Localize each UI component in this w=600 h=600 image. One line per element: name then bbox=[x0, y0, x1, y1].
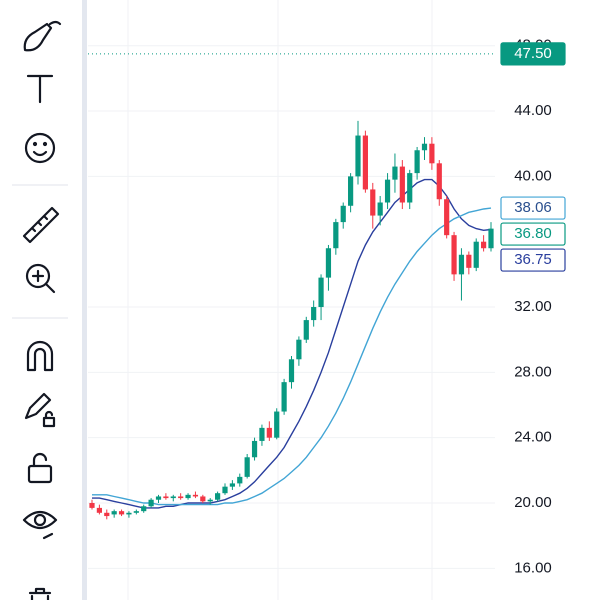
candle-body bbox=[178, 496, 184, 499]
y-tick-label: 24.00 bbox=[514, 429, 552, 446]
price-label: 36.75 bbox=[514, 251, 552, 268]
candle-body bbox=[384, 179, 391, 203]
candle-body bbox=[296, 339, 302, 360]
moving-average-line bbox=[92, 207, 492, 506]
candle-body bbox=[274, 411, 280, 438]
candle-body bbox=[318, 277, 324, 308]
toolbar-edge bbox=[82, 0, 87, 600]
candle-body bbox=[281, 382, 287, 412]
candle-body bbox=[488, 228, 494, 249]
emoji-tool[interactable] bbox=[24, 132, 56, 164]
candle-body bbox=[170, 496, 176, 499]
zoom-tool[interactable] bbox=[25, 263, 56, 294]
candle-body bbox=[222, 486, 228, 494]
y-tick-label: 16.00 bbox=[514, 559, 552, 576]
candle-body bbox=[370, 189, 376, 216]
candle-body bbox=[473, 241, 479, 268]
candle-body bbox=[414, 150, 420, 174]
candle-body bbox=[429, 143, 435, 164]
brush-tool[interactable] bbox=[23, 20, 62, 52]
candle-body bbox=[237, 476, 243, 484]
candle-body bbox=[185, 494, 191, 499]
candle-body bbox=[215, 493, 221, 500]
price-label-box bbox=[500, 196, 566, 220]
candle-body bbox=[111, 511, 117, 515]
candle-body bbox=[355, 135, 361, 177]
candle-body bbox=[458, 254, 465, 275]
candle-body bbox=[421, 143, 428, 151]
text-tool[interactable] bbox=[26, 74, 54, 104]
toolbar bbox=[0, 0, 87, 600]
price-label-box bbox=[500, 42, 566, 66]
candle-body bbox=[104, 512, 110, 517]
candle-body bbox=[118, 511, 125, 515]
candle-body bbox=[311, 307, 317, 321]
candle-body bbox=[266, 427, 272, 438]
y-tick-label: 32.00 bbox=[514, 298, 552, 315]
y-tick-label: 20.00 bbox=[514, 494, 552, 511]
candle-body bbox=[229, 483, 235, 487]
candle-body bbox=[141, 506, 147, 512]
candle-body bbox=[133, 511, 139, 513]
price-label-box bbox=[500, 248, 566, 272]
lock-drawing-tool[interactable] bbox=[24, 392, 56, 428]
candle-body bbox=[192, 494, 199, 497]
candle-body bbox=[207, 499, 213, 502]
candle-body bbox=[96, 507, 102, 513]
candle-body bbox=[333, 222, 339, 249]
candle-body bbox=[251, 440, 258, 458]
candle-body bbox=[244, 457, 250, 477]
candle-body bbox=[377, 202, 383, 216]
unlock-tool[interactable] bbox=[27, 452, 53, 484]
candle-body bbox=[340, 205, 346, 223]
magnet-tool[interactable] bbox=[26, 340, 54, 372]
price-label: 38.06 bbox=[514, 199, 552, 216]
candle-body bbox=[303, 320, 309, 340]
candle-body bbox=[148, 499, 154, 507]
candle-body bbox=[348, 176, 354, 206]
candle-body bbox=[392, 166, 398, 180]
candle-body bbox=[444, 199, 450, 236]
candle-body bbox=[126, 512, 132, 515]
price-label-box bbox=[500, 222, 566, 246]
candle-body bbox=[200, 496, 206, 502]
candle-body bbox=[481, 241, 487, 249]
y-tick-label: 44.00 bbox=[514, 102, 552, 119]
candle-body bbox=[451, 235, 457, 275]
toolbar-bg bbox=[0, 0, 84, 600]
candle-body bbox=[288, 359, 295, 383]
visibility-tool[interactable] bbox=[22, 510, 58, 540]
candle-body bbox=[155, 496, 162, 500]
y-tick-label: 40.00 bbox=[514, 167, 552, 184]
candle-body bbox=[89, 502, 95, 508]
candle-body bbox=[407, 173, 413, 203]
moving-average-line bbox=[92, 178, 492, 509]
candle-body bbox=[399, 166, 405, 203]
y-tick-label: 28.00 bbox=[514, 363, 552, 380]
ruler-tool[interactable] bbox=[22, 206, 60, 244]
price-label: 36.80 bbox=[514, 225, 552, 242]
candle-body bbox=[362, 135, 368, 190]
delete-tool[interactable] bbox=[28, 587, 52, 600]
candle-body bbox=[436, 163, 442, 200]
candle-body bbox=[466, 254, 472, 268]
candle-body bbox=[259, 427, 265, 441]
price-label: 47.50 bbox=[514, 45, 552, 62]
candle-body bbox=[325, 248, 332, 278]
candle-body bbox=[163, 496, 169, 499]
